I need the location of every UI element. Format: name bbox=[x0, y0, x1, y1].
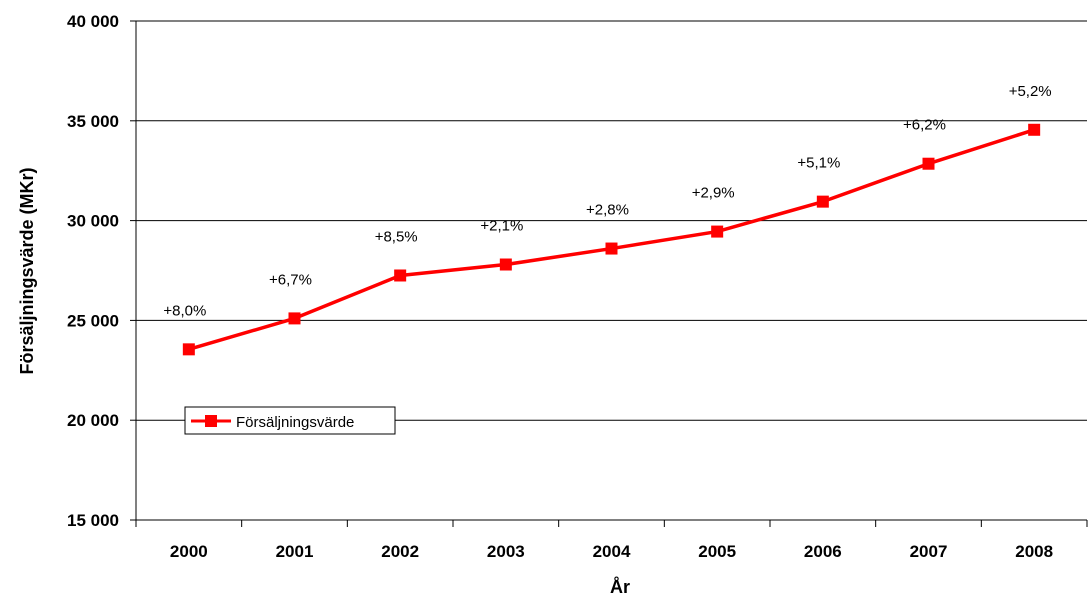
x-tick-label: 2000 bbox=[170, 542, 208, 561]
y-tick-label: 20 000 bbox=[67, 411, 119, 430]
gridlines bbox=[136, 20, 1087, 421]
y-tick-label: 35 000 bbox=[67, 112, 119, 131]
data-label: +8,0% bbox=[163, 302, 206, 319]
x-tick-label: 2004 bbox=[593, 542, 631, 561]
data-label: +6,7% bbox=[269, 271, 312, 288]
legend: Försäljningsvärde bbox=[184, 406, 396, 435]
data-label: +2,8% bbox=[586, 202, 629, 219]
x-tick-label: 2003 bbox=[487, 542, 525, 561]
x-tick-label: 2006 bbox=[804, 542, 842, 561]
y-axis-title: Försäljningsvärde (MKr) bbox=[17, 167, 37, 374]
data-point bbox=[605, 242, 618, 255]
data-point bbox=[499, 258, 512, 271]
y-tick-label: 15 000 bbox=[67, 511, 119, 530]
series-group bbox=[182, 123, 1041, 356]
data-labels: +8,0% +6,7% +8,5% +2,1% +2,8% +2,9% +5,1% +6,2%… bbox=[163, 83, 1051, 320]
y-tick-labels: 15 000 20 000 25 000 30 000 35 000 40 000 bbox=[67, 12, 119, 530]
x-tick-label: 2002 bbox=[381, 542, 419, 561]
data-label: +6,2% bbox=[903, 117, 946, 134]
series-line bbox=[188, 128, 1035, 352]
x-tick-label: 2008 bbox=[1015, 542, 1053, 561]
data-point bbox=[711, 225, 724, 238]
data-point bbox=[922, 157, 935, 170]
y-tick-label: 25 000 bbox=[67, 311, 119, 330]
data-label: +2,9% bbox=[692, 185, 735, 202]
y-tick-label: 30 000 bbox=[67, 212, 119, 231]
data-point bbox=[288, 312, 301, 325]
data-point bbox=[1028, 123, 1041, 136]
data-point bbox=[182, 343, 195, 356]
axes bbox=[130, 20, 1088, 527]
x-tick-label: 2001 bbox=[276, 542, 314, 561]
data-point bbox=[394, 269, 407, 282]
data-label: +8,5% bbox=[375, 228, 418, 245]
data-point bbox=[816, 195, 829, 208]
data-label: +5,1% bbox=[797, 155, 840, 172]
x-axis-title: År bbox=[610, 577, 630, 597]
data-label: +5,2% bbox=[1009, 83, 1052, 100]
legend-marker bbox=[205, 415, 217, 427]
x-tick-labels: 2000 2001 2002 2003 2004 2005 2006 2007 2008 bbox=[170, 542, 1053, 561]
y-tick-label: 40 000 bbox=[67, 12, 119, 31]
data-label: +2,1% bbox=[480, 218, 523, 235]
x-tick-label: 2005 bbox=[698, 542, 736, 561]
x-tick-label: 2007 bbox=[910, 542, 948, 561]
legend-label: Försäljningsvärde bbox=[236, 414, 354, 431]
